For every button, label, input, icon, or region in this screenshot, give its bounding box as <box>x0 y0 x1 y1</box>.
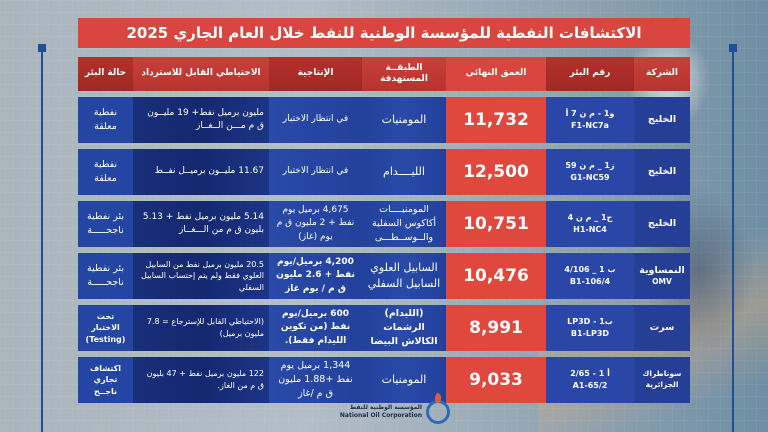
well-number-en: H1-NC4 <box>573 225 607 234</box>
cell-well-number: ز1 _ م ن 59 G1-NC59 <box>546 149 634 195</box>
cell-recoverable-reserve: 122 مليون برميل نفط + 47 بليون ق م من ال… <box>133 357 269 403</box>
well-number-ar: ب1 - LP3D <box>567 317 613 327</box>
cell-recoverable-reserve: (الاحتياطي القابل للإسترجاع = 7.8 مليون … <box>133 305 269 351</box>
cell-well-number: ح1 _ م ن 4 H1-NC4 <box>546 201 634 247</box>
well-number-ar: ح1 _ م ن 4 <box>567 213 613 223</box>
cell-target-layer: السابيل العلوي السابيل السفلي <box>362 253 446 299</box>
cell-final-depth: 8,991 <box>446 305 546 351</box>
noc-flame-icon <box>426 393 450 424</box>
cell-well-status: تحت الاختبار (Testing) <box>78 305 133 351</box>
well-number-ar: ز1 _ م ن 59 <box>565 161 615 171</box>
header-target-layer: الطبقــة المستهدفة <box>362 57 446 91</box>
cell-final-depth: 12,500 <box>446 149 546 195</box>
table-header-row: الشركة رقم البئر العمق النهائي الطبقــة … <box>78 57 690 91</box>
noc-logo: المؤسسة الوطنية للنفط National Oil Corpo… <box>330 393 450 428</box>
cell-company: سرت <box>634 305 690 351</box>
cell-recoverable-reserve: 5.14 مليون برميل نفط + 5.13 بليون ق م من… <box>133 201 269 247</box>
cell-company: النمساوية OMV <box>634 253 690 299</box>
cell-productivity: 4,675 برميل يوم نفط + 2 مليون ق م يوم (غ… <box>269 201 362 247</box>
cell-target-layer: الليــــدام <box>362 149 446 195</box>
header-productivity: الإنتاجية <box>269 57 362 91</box>
header-well-number: رقم البئر <box>546 57 634 91</box>
table-row: النمساوية OMV ب 1 _ 4/106 B1-106/4 10,47… <box>78 253 690 299</box>
cell-company: سوناطراك الجزائرية <box>634 357 690 403</box>
cell-final-depth: 11,732 <box>446 97 546 143</box>
cell-productivity: في انتظار الاختبار <box>269 149 362 195</box>
header-well-status: حالة البئر <box>78 57 133 91</box>
discoveries-table: الشركة رقم البئر العمق النهائي الطبقــة … <box>78 51 690 409</box>
logo-text: المؤسسة الوطنية للنفط National Oil Corpo… <box>340 404 422 420</box>
cell-final-depth: 10,476 <box>446 253 546 299</box>
well-number-ar: و1 - م ن 7 أ <box>565 109 615 119</box>
table-row: سوناطراك الجزائرية أ 1 - 2/65 A1-65/2 9,… <box>78 357 690 403</box>
cell-well-number: أ 1 - 2/65 A1-65/2 <box>546 357 634 403</box>
cell-company: الخليج <box>634 97 690 143</box>
logo-name-en: National Oil Corporation <box>339 412 422 419</box>
decorative-line-right <box>729 44 737 432</box>
header-recoverable-reserve: الاحتياطي القابل للاسترداد <box>133 57 269 91</box>
cell-well-status: نفطية معلقة <box>78 97 133 143</box>
cell-productivity: 1,344 برميل يوم نفط +1.88 مليون ق م /غاز <box>269 357 362 403</box>
company-subname: الجزائرية <box>645 380 679 389</box>
table-row: الخليج ز1 _ م ن 59 G1-NC59 12,500 الليــ… <box>78 149 690 195</box>
cell-target-layer: المومنيات <box>362 357 446 403</box>
cell-target-layer: المومنيــــات أكاكوس السفلية والــوســطـ… <box>362 201 446 247</box>
well-number-en: B1-LP3D <box>570 329 610 338</box>
well-number-ar: أ 1 - 2/65 <box>570 369 610 379</box>
logo-name-ar: المؤسسة الوطنية للنفط <box>349 404 422 412</box>
status-sublabel: (Testing) <box>85 334 126 344</box>
cell-company: الخليج <box>634 149 690 195</box>
status-label: تحت الاختبار <box>91 311 120 333</box>
cell-recoverable-reserve: 20.5 مليون برميل نفط من السابيل العلوي ف… <box>133 253 269 299</box>
cell-well-status: اكتشاف تجاري ناجــح <box>78 357 133 403</box>
cell-productivity: في انتظار الاختبار <box>269 97 362 143</box>
well-number-en: A1-65/2 <box>572 381 608 390</box>
cell-company: الخليج <box>634 201 690 247</box>
header-final-depth: العمق النهائي <box>446 57 546 91</box>
company-name: سوناطراك <box>642 369 682 379</box>
cell-recoverable-reserve: مليون برميل نفط+ 19 مليــون ق م مـــن ال… <box>133 97 269 143</box>
company-name: النمساوية <box>639 264 685 276</box>
cell-productivity: 600 برميل/يوم نفط (من تكوين الليدام فقط)… <box>269 305 362 351</box>
cell-final-depth: 10,751 <box>446 201 546 247</box>
cell-final-depth: 9,033 <box>446 357 546 403</box>
cell-target-layer: (الليدام) الرشمات الكالاش البيضا <box>362 305 446 351</box>
table-row: الخليج و1 - م ن 7 أ F1-NC7a 11,732 الموم… <box>78 97 690 143</box>
cell-productivity: 4,200 برميل/يوم نفط + 2.6 مليون ق م / يو… <box>269 253 362 299</box>
page-title: الاكتشافات النفطية للمؤسسة الوطنية للنفط… <box>78 18 690 48</box>
cell-well-number: ب1 - LP3D B1-LP3D <box>546 305 634 351</box>
decorative-line-left <box>38 44 46 432</box>
cell-well-number: ب 1 _ 4/106 B1-106/4 <box>546 253 634 299</box>
cell-well-status: نفطية معلقة <box>78 149 133 195</box>
table-row: سرت ب1 - LP3D B1-LP3D 8,991 (الليدام) ال… <box>78 305 690 351</box>
cell-well-status: بئر نفطية ناجحـــــة <box>78 253 133 299</box>
cell-recoverable-reserve: 11.67 مليــون برميــل نفــط <box>133 149 269 195</box>
table-row: الخليج ح1 _ م ن 4 H1-NC4 10,751 المومنيـ… <box>78 201 690 247</box>
header-company: الشركة <box>634 57 690 91</box>
well-number-en: G1-NC59 <box>570 173 610 182</box>
cell-target-layer: المومنيات <box>362 97 446 143</box>
well-number-en: B1-106/4 <box>569 277 611 286</box>
cell-well-number: و1 - م ن 7 أ F1-NC7a <box>546 97 634 143</box>
cell-well-status: بئر نفطية ناجحـــــة <box>78 201 133 247</box>
well-number-en: F1-NC7a <box>571 121 609 130</box>
well-number-ar: ب 1 _ 4/106 <box>564 265 616 275</box>
company-subname: OMV <box>652 277 672 287</box>
